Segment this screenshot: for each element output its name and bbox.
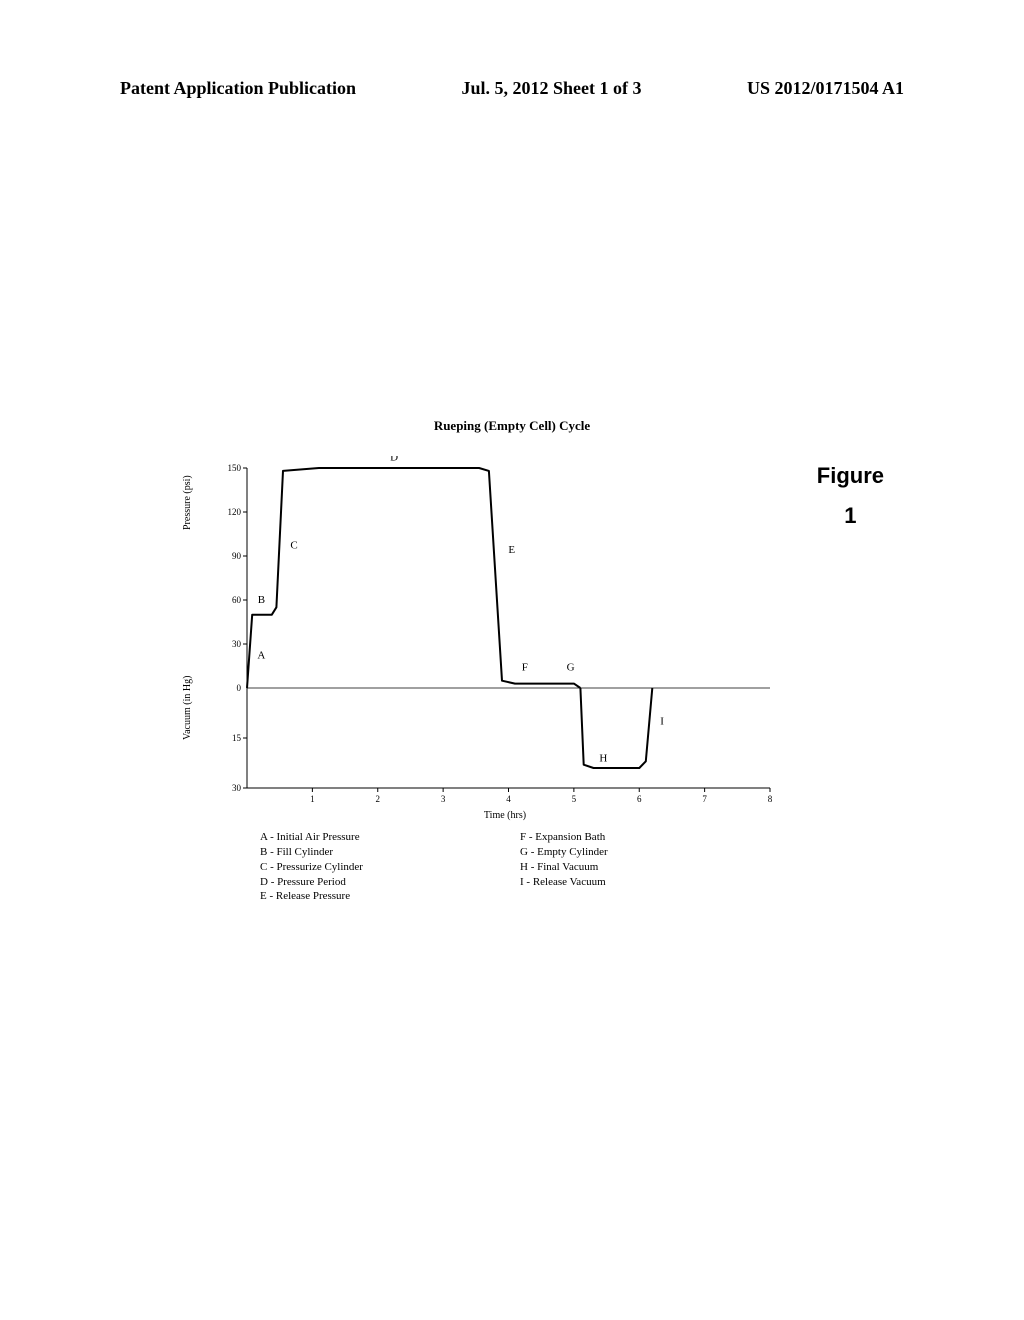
legend-item: C - Pressurize Cylinder xyxy=(260,860,460,875)
svg-text:C: C xyxy=(290,540,297,552)
svg-text:8: 8 xyxy=(768,794,773,804)
legend-item: H - Final Vacuum xyxy=(520,860,720,875)
svg-text:120: 120 xyxy=(228,507,242,517)
svg-text:3: 3 xyxy=(441,794,446,804)
svg-text:150: 150 xyxy=(228,463,242,473)
legend-item: B - Fill Cylinder xyxy=(260,845,460,860)
svg-text:4: 4 xyxy=(506,794,511,804)
svg-text:30: 30 xyxy=(232,639,242,649)
header-patent-number: US 2012/0171504 A1 xyxy=(747,78,904,99)
svg-text:90: 90 xyxy=(232,551,242,561)
svg-text:D: D xyxy=(390,456,398,464)
figure-number: 1 xyxy=(817,496,884,536)
svg-text:H: H xyxy=(599,752,607,764)
svg-text:F: F xyxy=(522,661,528,673)
legend-item: D - Pressure Period xyxy=(260,875,460,890)
header-publication: Patent Application Publication xyxy=(120,78,356,99)
legend-col-1: A - Initial Air PressureB - Fill Cylinde… xyxy=(260,830,460,904)
svg-text:6: 6 xyxy=(637,794,642,804)
svg-text:2: 2 xyxy=(376,794,381,804)
legend-item: E - Release Pressure xyxy=(260,889,460,904)
chart-container: 30 60 90 120 150 0 15 30 1 2 3 4 5 6 7 8 A B C D E F G H I xyxy=(225,456,785,806)
y-axis-vacuum-label: Vacuum (in Hg) xyxy=(182,676,193,740)
svg-text:5: 5 xyxy=(572,794,577,804)
svg-text:B: B xyxy=(258,594,265,606)
svg-text:1: 1 xyxy=(310,794,315,804)
svg-text:0: 0 xyxy=(237,683,242,693)
svg-text:15: 15 xyxy=(232,733,242,743)
y-axis-pressure-label: Pressure (psi) xyxy=(182,475,193,530)
chart-svg: 30 60 90 120 150 0 15 30 1 2 3 4 5 6 7 8 A B C D E F G H I xyxy=(225,456,785,806)
figure-label: Figure 1 xyxy=(817,456,884,535)
legend-item: I - Release Vacuum xyxy=(520,875,720,890)
legend: A - Initial Air PressureB - Fill Cylinde… xyxy=(260,830,720,904)
figure-word: Figure xyxy=(817,456,884,496)
svg-text:30: 30 xyxy=(232,783,242,793)
svg-text:G: G xyxy=(567,661,575,673)
legend-col-2: F - Expansion BathG - Empty CylinderH - … xyxy=(520,830,720,904)
legend-item: A - Initial Air Pressure xyxy=(260,830,460,845)
svg-text:I: I xyxy=(660,716,664,728)
svg-text:A: A xyxy=(257,650,265,662)
legend-item: F - Expansion Bath xyxy=(520,830,720,845)
chart-title: Rueping (Empty Cell) Cycle xyxy=(0,418,1024,434)
x-axis-label: Time (hrs) xyxy=(225,810,785,821)
legend-item: G - Empty Cylinder xyxy=(520,845,720,860)
svg-text:60: 60 xyxy=(232,595,242,605)
svg-text:E: E xyxy=(508,544,515,556)
header-date-sheet: Jul. 5, 2012 Sheet 1 of 3 xyxy=(462,78,642,99)
svg-text:7: 7 xyxy=(702,794,707,804)
